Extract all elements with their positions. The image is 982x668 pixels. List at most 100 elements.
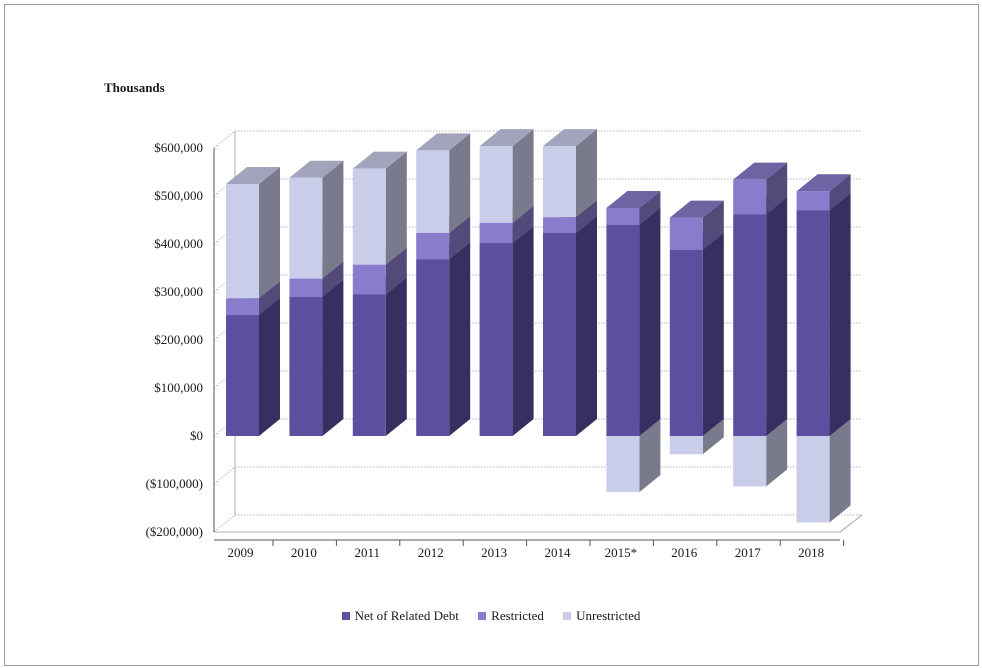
bar-restricted (543, 217, 576, 233)
x-tick-label: 2016 (671, 545, 698, 560)
bar-unrestricted-side (702, 419, 724, 455)
bar-restricted (606, 208, 640, 225)
bar-unrestricted-top (289, 160, 344, 178)
y-tick-label: $200,000 (154, 332, 203, 347)
y-tick-label: $0 (190, 428, 203, 443)
x-tick-label: 2012 (418, 545, 444, 560)
bar-net-of-related-debt (733, 214, 767, 436)
bar-unrestricted (226, 184, 259, 299)
bar-restricted-side (576, 200, 597, 233)
bar-net-of-related-debt (352, 294, 386, 436)
bar-restricted (289, 278, 323, 297)
bar-restricted-side (512, 205, 534, 244)
bar-restricted-top (669, 200, 724, 218)
bar-restricted-side (766, 162, 788, 215)
wall-gridline (213, 466, 236, 485)
bar-unrestricted-side (449, 133, 471, 233)
legend: Net of Related Debt Restricted Unrestric… (0, 608, 982, 624)
bar-unrestricted (606, 436, 640, 493)
y-tick-label: ($100,000) (146, 476, 203, 491)
x-tick-label: 2013 (481, 545, 507, 560)
y-tick-label: $100,000 (154, 380, 203, 395)
bar-unrestricted (669, 436, 703, 455)
bar-net-of-related-debt (796, 210, 830, 436)
bar-unrestricted (733, 436, 767, 487)
bar-restricted (669, 217, 703, 250)
bar-restricted-side (385, 247, 407, 295)
bar-restricted-side (639, 191, 661, 225)
bar-net-of-related-debt (543, 232, 576, 436)
legend-swatch-net-of-related-debt (341, 612, 350, 620)
y-tick-label: ($200,000) (146, 524, 203, 539)
floor-right-edge (839, 514, 863, 533)
y-axis-title: Thousands (104, 80, 165, 95)
bar-unrestricted-side (322, 160, 344, 279)
bar-restricted (226, 298, 259, 316)
bar-unrestricted-side (385, 151, 407, 265)
legend-swatch-restricted (478, 612, 487, 620)
bar-net-of-related-debt (416, 259, 450, 436)
bar-restricted (479, 222, 513, 244)
bar-unrestricted (479, 146, 513, 223)
legend-item-restricted: Restricted (478, 608, 544, 624)
x-tick-label: 2009 (228, 545, 254, 560)
bar-unrestricted (796, 436, 830, 523)
legend-label-restricted: Restricted (491, 608, 544, 623)
bar-net-of-related-debt (669, 249, 703, 436)
wall-gridline (213, 130, 236, 149)
bar-restricted-top (733, 162, 788, 180)
bar-net-of-related-debt-side (829, 193, 851, 436)
bar-unrestricted (289, 177, 323, 279)
bar-unrestricted-top (543, 129, 597, 147)
legend-item-unrestricted: Unrestricted (563, 608, 640, 624)
bar-unrestricted-side (639, 419, 661, 493)
bar-unrestricted-side (576, 129, 597, 218)
bar-net-of-related-debt-side (322, 279, 344, 436)
bar-restricted (796, 191, 830, 211)
bar-net-of-related-debt-side (385, 277, 407, 436)
bar-restricted-side (259, 281, 280, 316)
x-tick-label: 2018 (798, 545, 824, 560)
bar-net-of-related-debt (606, 224, 640, 436)
bar-net-of-related-debt-side (449, 242, 471, 436)
bar-net-of-related-debt-side (512, 226, 534, 436)
x-tick-label: 2017 (735, 545, 762, 560)
legend-label-unrestricted: Unrestricted (576, 608, 641, 623)
bar-restricted-side (449, 215, 471, 260)
legend-item-net-of-related-debt: Net of Related Debt (341, 608, 459, 624)
bar-unrestricted-top (352, 151, 407, 169)
bar-unrestricted-side (259, 167, 280, 299)
wall-gridline (213, 514, 236, 533)
bar-net-of-related-debt-side (639, 207, 661, 436)
y-tick-label: $500,000 (154, 188, 203, 203)
bar-restricted-side (702, 200, 724, 250)
bar-unrestricted-side (766, 419, 788, 487)
y-tick-label: $600,000 (154, 140, 203, 155)
bar-net-of-related-debt (479, 243, 513, 436)
bar-unrestricted (352, 168, 386, 265)
bar-restricted-top (606, 191, 661, 208)
bar-restricted (352, 264, 386, 295)
y-tick-label: $300,000 (154, 284, 203, 299)
x-tick-label: 2014 (545, 545, 572, 560)
bar-unrestricted (543, 146, 576, 218)
bar-net-of-related-debt-side (576, 215, 597, 436)
bar-net-of-related-debt-side (766, 197, 788, 436)
bar-unrestricted-top (226, 167, 280, 184)
legend-label-net-of-related-debt: Net of Related Debt (354, 608, 459, 623)
bar-net-of-related-debt-side (259, 298, 280, 436)
x-tick-label: 2015* (605, 545, 638, 560)
bar-net-of-related-debt-side (702, 232, 724, 436)
bar-restricted-top (796, 174, 851, 192)
bar-restricted (733, 179, 767, 215)
x-tick-label: 2011 (355, 545, 381, 560)
bar-net-of-related-debt (289, 296, 323, 436)
bar-unrestricted-side (512, 129, 534, 223)
bar-unrestricted-top (479, 129, 534, 147)
bar-unrestricted-top (416, 133, 471, 151)
bar-restricted (416, 232, 450, 260)
y-tick-label: $400,000 (154, 236, 203, 251)
bar-restricted-side (322, 261, 344, 297)
bar-restricted-side (829, 174, 851, 211)
